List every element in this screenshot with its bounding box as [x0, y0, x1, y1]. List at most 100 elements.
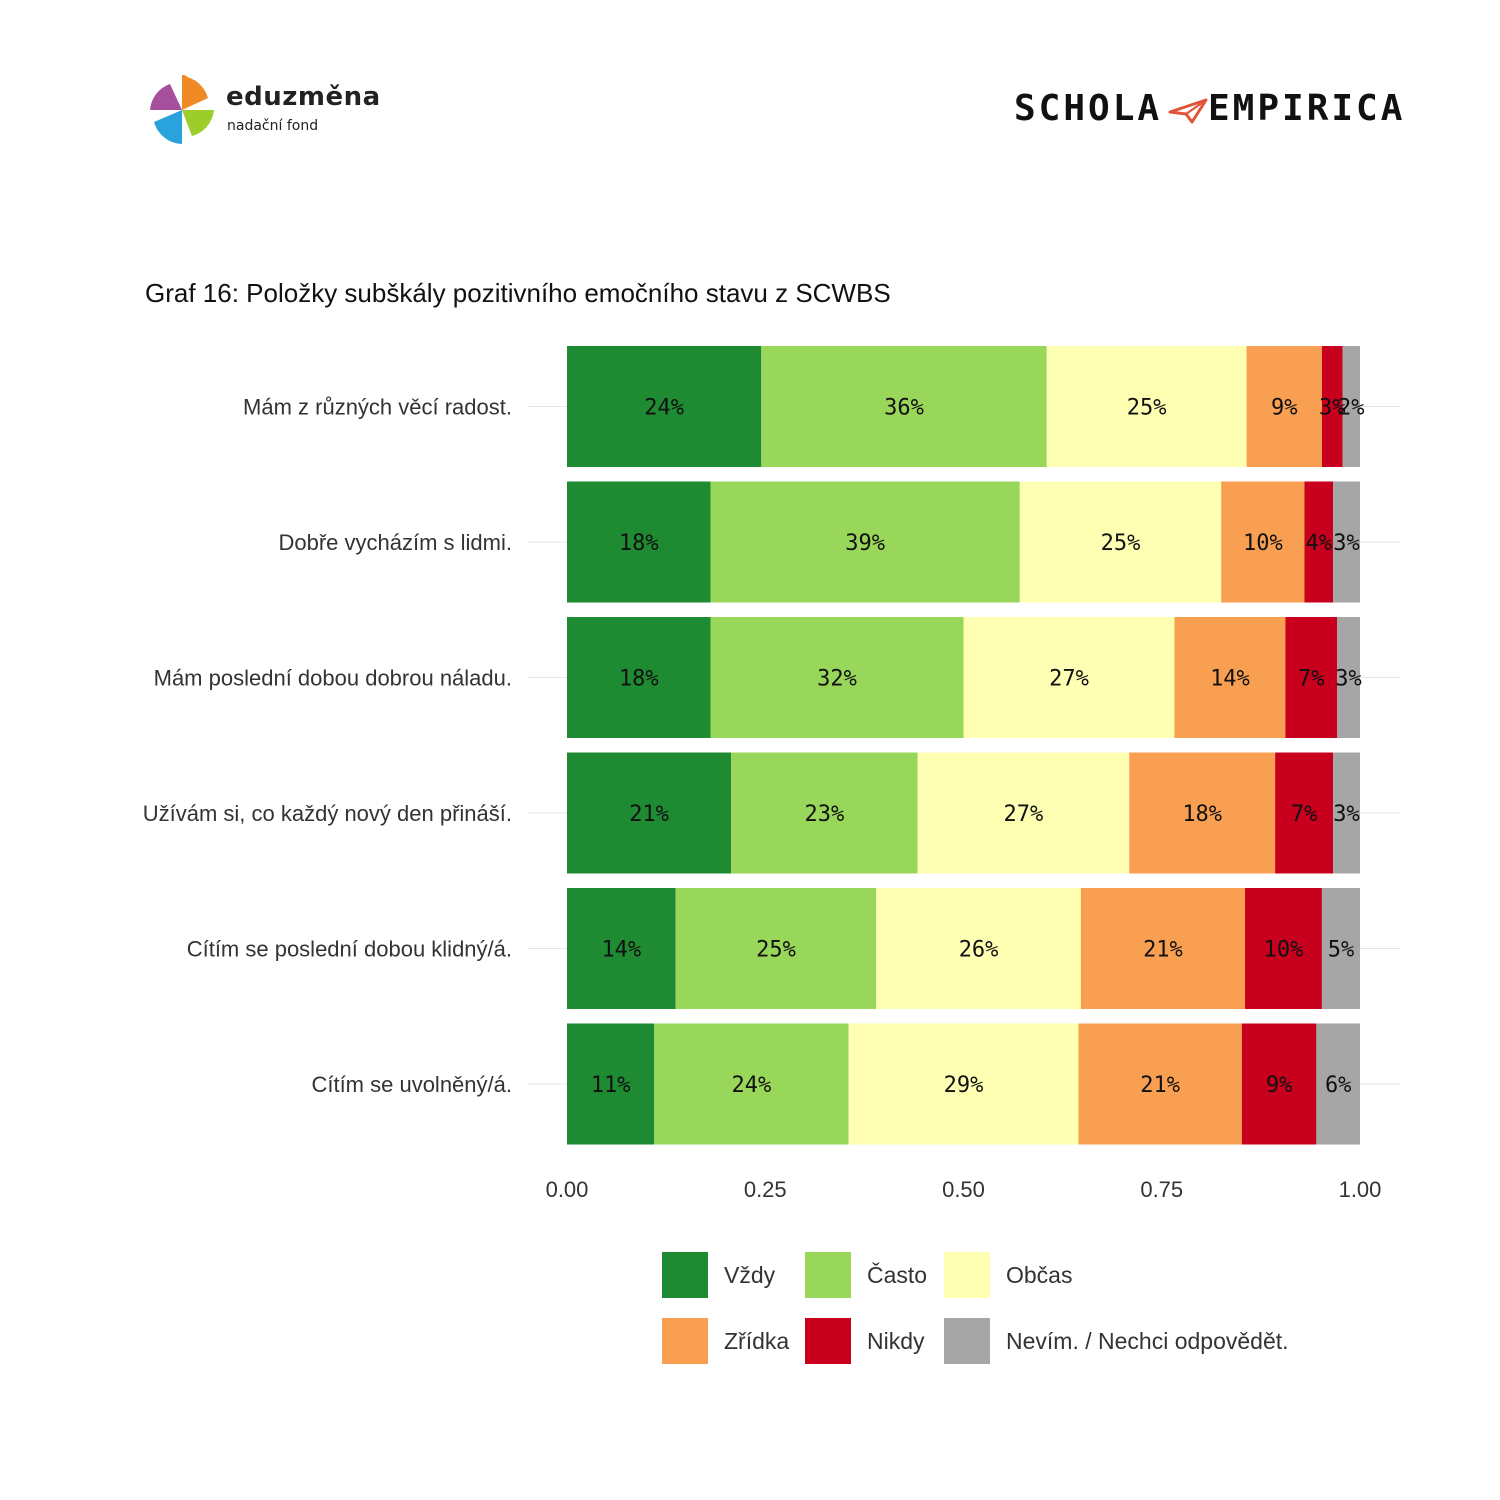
- data-label: 23%: [804, 802, 844, 827]
- data-label: 7%: [1291, 802, 1318, 827]
- bar-segment: [1241, 1023, 1317, 1145]
- bar-segment: [1285, 617, 1338, 738]
- category-label: Mám z různých věcí radost.: [243, 395, 512, 420]
- bar-segment: [1337, 617, 1360, 738]
- data-label: 39%: [845, 531, 885, 556]
- data-label: 32%: [817, 667, 857, 692]
- data-label: 9%: [1271, 396, 1298, 421]
- bar-segment: [567, 617, 711, 738]
- data-label: 21%: [629, 802, 669, 827]
- data-label: 9%: [1266, 1073, 1293, 1098]
- legend-label: Často: [867, 1261, 927, 1288]
- data-label: 14%: [1210, 667, 1250, 692]
- data-label: 29%: [944, 1073, 984, 1098]
- bar-segment: [567, 888, 676, 1009]
- empirica-word: EMPIRICA: [1208, 88, 1406, 129]
- eduzmena-logo: eduzměna nadační fond: [142, 70, 402, 150]
- pinwheel-icon: [150, 75, 214, 144]
- x-tick-label: 0.50: [942, 1177, 985, 1202]
- data-label: 10%: [1243, 531, 1283, 556]
- data-label: 18%: [619, 531, 659, 556]
- bar-segment: [1019, 481, 1222, 603]
- bar-segment: [761, 346, 1047, 467]
- bar-segment: [710, 481, 1020, 603]
- eduzmena-submark: nadační fond: [227, 118, 319, 134]
- data-label: 24%: [731, 1073, 771, 1098]
- bar-segment: [1333, 481, 1360, 603]
- data-label: 2%: [1338, 396, 1365, 421]
- legend-label: Zřídka: [724, 1328, 789, 1354]
- data-label: 14%: [601, 938, 641, 963]
- bar-segment: [1342, 346, 1360, 467]
- schola-word: SCHOLA: [1014, 88, 1163, 129]
- bar-segment: [567, 346, 762, 467]
- bar-segment: [1046, 346, 1247, 467]
- bar-segment: [567, 481, 711, 603]
- bar-segment: [675, 888, 877, 1009]
- data-label: 25%: [1127, 396, 1167, 421]
- data-label: 24%: [644, 396, 684, 421]
- bar-segment: [1246, 346, 1322, 467]
- chart-title: Graf 16: Položky subškály pozitivního em…: [145, 278, 891, 308]
- data-label: 10%: [1264, 938, 1304, 963]
- data-label: 25%: [756, 938, 796, 963]
- x-tick-label: 1.00: [1339, 1177, 1382, 1202]
- bar-segment: [1316, 1023, 1360, 1145]
- bar-segment: [1321, 346, 1343, 467]
- bar-segment: [731, 752, 918, 874]
- bar-segment: [654, 1023, 849, 1145]
- legend-swatch: [805, 1318, 851, 1364]
- bar-segment: [1078, 1023, 1242, 1145]
- data-label: 4%: [1306, 531, 1333, 556]
- legend-swatch: [662, 1318, 708, 1364]
- legend-label: Vždy: [724, 1262, 776, 1288]
- bar-segment: [1174, 617, 1286, 738]
- data-label: 7%: [1298, 667, 1325, 692]
- bar-segment: [1275, 752, 1334, 874]
- data-label: 21%: [1143, 938, 1183, 963]
- bar-segment: [876, 888, 1081, 1009]
- paper-plane-icon: [1168, 98, 1208, 124]
- data-label: 36%: [884, 396, 924, 421]
- data-label: 25%: [1101, 531, 1141, 556]
- data-label: 5%: [1328, 938, 1355, 963]
- legend-swatch: [944, 1252, 990, 1298]
- data-label: 3%: [1335, 667, 1362, 692]
- legend-swatch: [944, 1318, 990, 1364]
- x-tick-label: 0.75: [1140, 1177, 1183, 1202]
- bar-segment: [917, 752, 1130, 874]
- schola-empirica-logo: SCHOLA EMPIRICA: [1010, 88, 1410, 138]
- category-label: Mám poslední dobou dobrou náladu.: [154, 666, 512, 691]
- data-label: 3%: [1319, 396, 1346, 421]
- bar-segment: [567, 752, 732, 874]
- category-label: Cítím se poslední dobou klidný/á.: [187, 937, 512, 962]
- data-label: 27%: [1003, 802, 1043, 827]
- bar-segment: [1321, 888, 1360, 1009]
- bar-segment: [963, 617, 1175, 738]
- data-label: 3%: [1333, 531, 1360, 556]
- x-tick-label: 0.25: [744, 1177, 787, 1202]
- data-label: 21%: [1140, 1073, 1180, 1098]
- data-label: 3%: [1333, 802, 1360, 827]
- legend-label: Nikdy: [867, 1328, 925, 1354]
- bar-segment: [1304, 481, 1334, 603]
- x-tick-label: 0.00: [546, 1177, 589, 1202]
- eduzmena-wordmark: eduzměna: [226, 82, 381, 112]
- category-label: Cítím se uvolněný/á.: [311, 1072, 512, 1097]
- bar-segment: [1080, 888, 1246, 1009]
- data-label: 18%: [619, 667, 659, 692]
- bar-segment: [1221, 481, 1305, 603]
- category-label: Užívám si, co každý nový den přináší.: [143, 801, 512, 826]
- legend-swatch: [805, 1252, 851, 1298]
- data-label: 18%: [1182, 802, 1222, 827]
- bar-segment: [1245, 888, 1322, 1009]
- legend-label: Nevím. / Nechci odpovědět.: [1006, 1328, 1289, 1354]
- legend-swatch: [662, 1252, 708, 1298]
- bar-segment: [1333, 752, 1360, 874]
- legend-label: Občas: [1006, 1262, 1072, 1288]
- bar-segment: [848, 1023, 1079, 1145]
- data-label: 27%: [1049, 667, 1089, 692]
- data-label: 11%: [591, 1073, 631, 1098]
- bar-segment: [567, 1023, 655, 1145]
